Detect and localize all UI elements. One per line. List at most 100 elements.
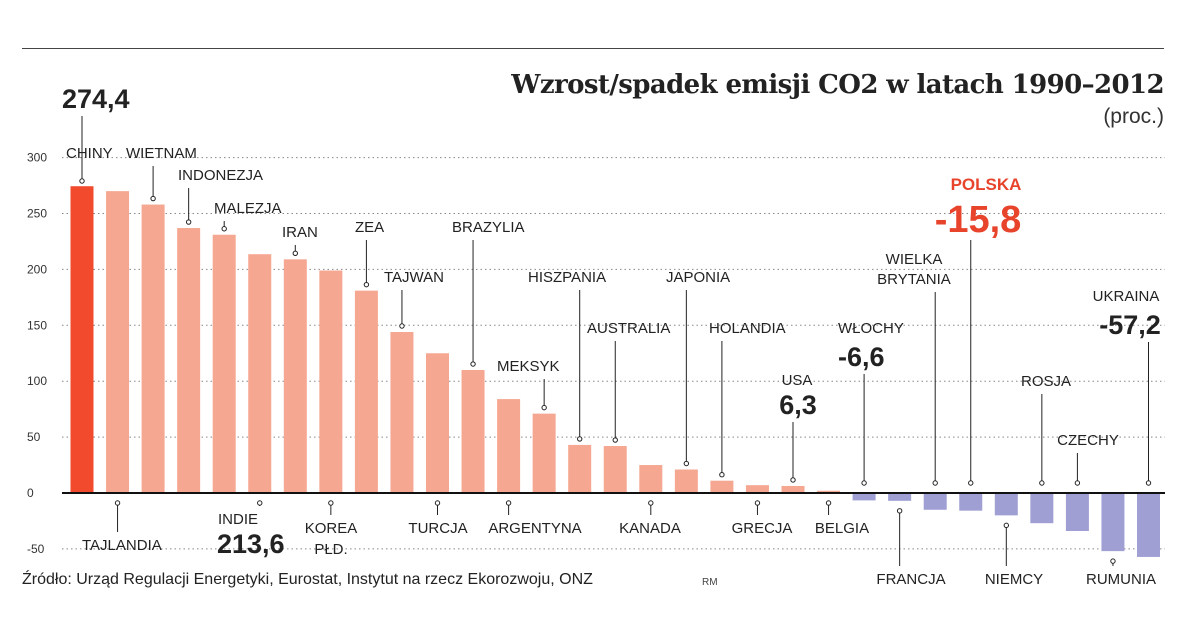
y-tick-label: 0 bbox=[27, 486, 34, 500]
leader-dot bbox=[1110, 558, 1116, 564]
leader-dot bbox=[185, 219, 192, 225]
bar-meksyk bbox=[532, 413, 556, 493]
bar-ukraina bbox=[1137, 493, 1160, 557]
author-credit: RM bbox=[702, 577, 718, 588]
value-label-włochy: -6,6 bbox=[838, 342, 885, 372]
label-niemcy: NIEMCY bbox=[985, 571, 1043, 588]
bar-korea-płd- bbox=[319, 270, 343, 493]
source-note: Źródło: Urząd Regulacji Energetyki, Euro… bbox=[22, 571, 593, 588]
leader-dot bbox=[968, 480, 974, 486]
bar-usa bbox=[781, 485, 805, 493]
chart-unit: (proc.) bbox=[1103, 105, 1164, 128]
label-grecja: GRECJA bbox=[732, 520, 793, 537]
label-polska: POLSKA bbox=[951, 175, 1022, 194]
leader-dot bbox=[790, 477, 796, 483]
label-tajwan: TAJWAN bbox=[384, 269, 444, 286]
leader-dot bbox=[1074, 480, 1081, 486]
leader-dot bbox=[328, 500, 334, 506]
bar-czechy bbox=[1065, 493, 1089, 532]
bar-indie bbox=[248, 254, 272, 493]
bar-indonezja bbox=[177, 228, 201, 493]
bar-wietnam bbox=[141, 204, 165, 493]
leader-dot bbox=[754, 500, 761, 506]
leader-dot bbox=[505, 500, 512, 506]
label-wielka-brytania-line2: BRYTANIA bbox=[877, 271, 951, 288]
bar-rumunia bbox=[1101, 493, 1125, 552]
leader-dot bbox=[648, 500, 654, 506]
label-wietnam: WIETNAM bbox=[126, 145, 197, 162]
bar-tajlandia bbox=[106, 191, 130, 493]
label-korea-płd--line2: PŁD. bbox=[314, 541, 347, 558]
leader-dot bbox=[363, 281, 370, 288]
label-tajlandia: TAJLANDIA bbox=[82, 537, 162, 554]
leader-dot bbox=[221, 226, 227, 232]
bar-włochy bbox=[852, 493, 876, 501]
label-wielka-brytania: WIELKA bbox=[886, 251, 943, 268]
chart-title: Wzrost/spadek emisji CO2 w latach 1990–2… bbox=[511, 70, 1164, 100]
label-malezja: MALEZJA bbox=[214, 200, 282, 217]
bar-hiszpania bbox=[568, 444, 592, 493]
label-rosja: ROSJA bbox=[1021, 373, 1071, 390]
label-holandia: HOLANDIA bbox=[709, 320, 786, 337]
leader-dot bbox=[470, 361, 476, 367]
label-kanada: KANADA bbox=[619, 520, 681, 537]
bar-brazylia bbox=[461, 370, 485, 493]
bar-rosja bbox=[1030, 493, 1054, 524]
bar-niemcy bbox=[994, 493, 1018, 516]
label-turcja: TURCJA bbox=[408, 520, 467, 537]
label-usa: USA bbox=[782, 372, 813, 389]
leader-dot bbox=[1039, 480, 1045, 486]
leader-dot bbox=[861, 480, 867, 486]
label-indonezja: INDONEZJA bbox=[178, 167, 263, 184]
leader-dot bbox=[577, 436, 583, 442]
bar-iran bbox=[283, 259, 307, 493]
leader-dot bbox=[932, 480, 938, 486]
value-label-ukraina: -57,2 bbox=[1099, 310, 1161, 340]
leader-dot bbox=[150, 195, 156, 202]
leader-dot bbox=[719, 472, 725, 478]
label-japonia: JAPONIA bbox=[666, 269, 730, 286]
label-zea: ZEA bbox=[355, 219, 384, 236]
bar-holandia bbox=[710, 480, 734, 493]
bar-chiny bbox=[70, 186, 94, 493]
label-argentyna: ARGENTYNA bbox=[488, 520, 581, 537]
label-chiny: CHINY bbox=[66, 145, 113, 162]
leader-dot bbox=[257, 500, 263, 506]
leader-dot bbox=[1145, 480, 1152, 486]
bar-australia bbox=[603, 446, 627, 493]
label-belgia: BELGIA bbox=[815, 520, 869, 537]
label-brazylia: BRAZYLIA bbox=[452, 219, 525, 236]
label-francja: FRANCJA bbox=[876, 571, 945, 588]
leader-dot bbox=[399, 323, 405, 329]
label-indie: INDIE bbox=[218, 511, 258, 528]
label-hiszpania: HISZPANIA bbox=[528, 269, 606, 286]
label-meksyk: MEKSYK bbox=[497, 358, 560, 375]
leader-dot bbox=[1003, 522, 1009, 529]
bar-turcja bbox=[426, 353, 449, 493]
bar-belgia bbox=[817, 490, 841, 493]
label-ukraina: UKRAINA bbox=[1093, 288, 1160, 305]
leader-dot bbox=[434, 500, 441, 506]
label-rumunia: RUMUNIA bbox=[1086, 571, 1156, 588]
y-tick-label: 200 bbox=[27, 262, 47, 276]
leader-dot bbox=[683, 460, 690, 467]
leader-dot bbox=[541, 404, 547, 411]
bar-tajwan bbox=[390, 332, 414, 493]
label-iran: IRAN bbox=[282, 224, 318, 241]
label-korea-płd-: KOREA bbox=[305, 520, 358, 537]
label-australia: AUSTRALIA bbox=[587, 320, 670, 337]
y-tick-label: -50 bbox=[27, 542, 45, 556]
leader-dot bbox=[292, 250, 298, 257]
bar-francja bbox=[888, 493, 912, 501]
bar-kanada bbox=[639, 465, 663, 493]
value-label-polska: -15,8 bbox=[935, 199, 1022, 241]
leader-dot bbox=[612, 437, 618, 443]
bar-zea bbox=[354, 290, 378, 493]
bar-malezja bbox=[212, 234, 236, 493]
bar-polska bbox=[959, 493, 983, 511]
leader-dot bbox=[896, 508, 903, 514]
y-tick-label: 250 bbox=[27, 207, 47, 221]
bar-japonia bbox=[674, 469, 698, 493]
label-włochy: WŁOCHY bbox=[838, 320, 904, 337]
